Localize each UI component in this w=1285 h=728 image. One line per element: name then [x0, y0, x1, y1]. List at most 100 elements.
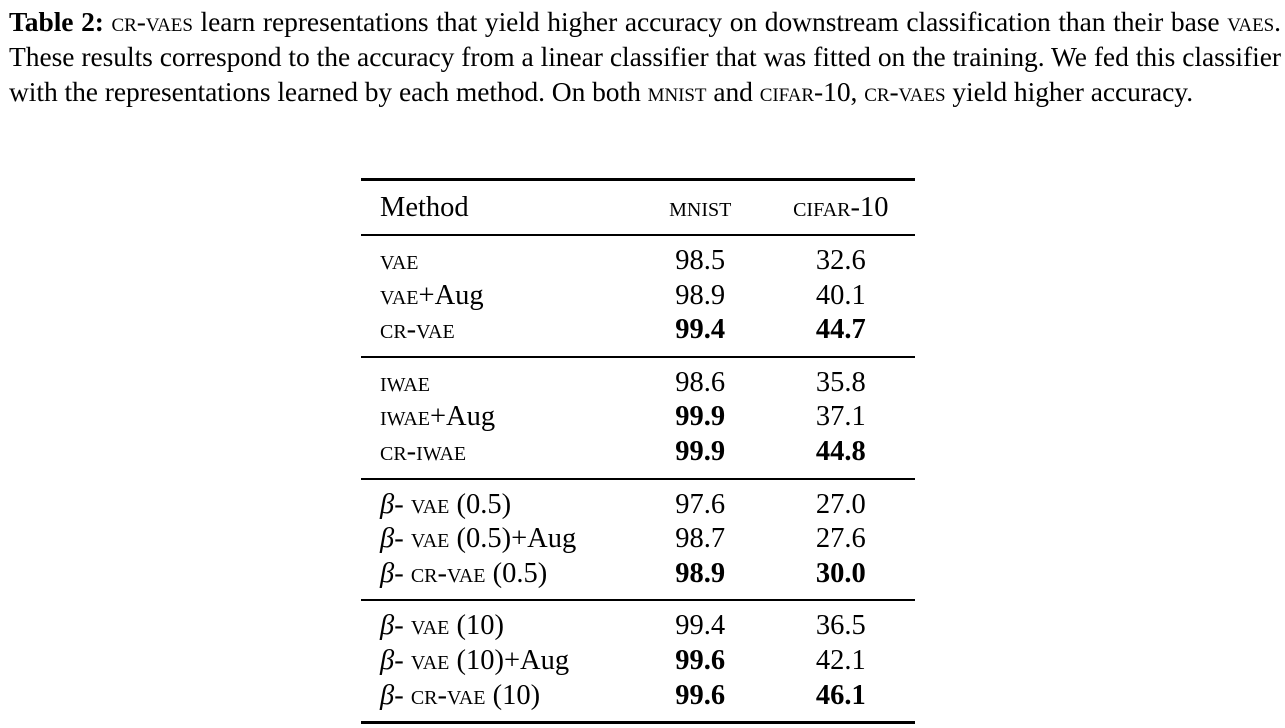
table-row: vae 98.5 32.6: [361, 235, 915, 279]
table-row: β- vae (10) 99.4 36.5: [361, 600, 915, 644]
table-row: β- vae (0.5)+Aug 98.7 27.6: [361, 522, 915, 557]
small-caps-text: cr-vae: [410, 557, 486, 589]
header-mnist: mnist: [634, 180, 767, 236]
mnist-accuracy-cell: 98.7: [675, 523, 726, 555]
beta-symbol: β: [380, 610, 395, 642]
mnist-accuracy-cell: 99.4: [675, 314, 726, 346]
method-cell: vae: [361, 235, 634, 279]
small-caps-text: vae: [410, 488, 450, 520]
text-segment: (10): [485, 679, 541, 711]
cifar10-accuracy-cell: 35.8: [815, 366, 866, 398]
mnist-accuracy-cell: 99.6: [675, 644, 726, 676]
mnist-accuracy-cell: 98.6: [675, 366, 726, 398]
row-group: vae 98.5 32.6 vae+Aug 98.9 40.1 cr-vae 99.4 44.7: [361, 235, 915, 357]
small-caps-text: vaes: [1227, 6, 1275, 37]
method-cell: β- vae (0.5): [361, 479, 634, 523]
mnist-accuracy-cell: 98.9: [675, 557, 726, 589]
small-caps-text: vae: [410, 610, 450, 642]
small-caps-text: cr-vae: [410, 679, 486, 711]
text-segment: +Aug: [418, 279, 484, 311]
mnist-accuracy-cell: 98.5: [675, 245, 726, 276]
cifar10-accuracy-cell: 46.1: [815, 679, 866, 711]
table-row: cr-vae 99.4 44.7: [361, 313, 915, 357]
header-method: Method: [361, 180, 634, 236]
cifar10-accuracy-cell: 42.1: [815, 644, 866, 676]
beta-symbol: β: [380, 679, 395, 711]
table-row: β- vae (0.5) 97.6 27.0: [361, 479, 915, 523]
text-segment: Method: [380, 192, 469, 223]
text-segment: -: [394, 679, 411, 711]
table-row: iwae 98.6 35.8: [361, 357, 915, 401]
small-caps-text: vae: [380, 245, 419, 276]
header-row: Method mnist cifar-10: [361, 180, 915, 236]
beta-symbol: β: [380, 557, 395, 589]
text-segment: (0.5)+Aug: [449, 523, 577, 555]
table-row: iwae+Aug 99.9 37.1: [361, 400, 915, 435]
row-group: β- vae (10) 99.4 36.5 β- vae (10)+Aug 99.6 42…: [361, 600, 915, 723]
table-row: β- cr-vae (10) 99.6 46.1: [361, 679, 915, 723]
text-segment: -: [394, 557, 411, 589]
method-cell: vae+Aug: [361, 279, 634, 314]
text-segment: (0.5): [485, 557, 548, 589]
method-cell: β- vae (10)+Aug: [361, 644, 634, 679]
beta-symbol: β: [380, 488, 395, 520]
text-segment: +Aug: [429, 401, 496, 433]
beta-symbol: β: [380, 523, 395, 555]
caption-label: Table 2:: [9, 6, 104, 37]
method-cell: β- cr-vae (10): [361, 679, 634, 723]
cifar10-accuracy-cell: 27.0: [815, 488, 866, 520]
text-segment: . These results correspond to the accura…: [9, 6, 1281, 107]
caption-text: cr-vaes learn representations that yield…: [9, 6, 1281, 107]
text-segment: [104, 6, 112, 37]
text-segment: -10: [850, 192, 889, 223]
text-segment: (0.5): [449, 488, 512, 520]
mnist-accuracy-cell: 97.6: [675, 488, 726, 520]
method-cell: cr-iwae: [361, 435, 634, 479]
cifar10-accuracy-cell: 37.1: [815, 401, 866, 433]
text-segment: -: [394, 523, 411, 555]
text-segment: -: [394, 610, 411, 642]
table-header: Method mnist cifar-10: [361, 179, 915, 236]
cifar10-accuracy-cell: 32.6: [815, 245, 866, 276]
table-row: β- cr-vae (0.5) 98.9 30.0: [361, 557, 915, 601]
cifar10-accuracy-cell: 40.1: [815, 279, 866, 311]
row-group: iwae 98.6 35.8 iwae+Aug 99.9 37.1 cr-iwae 99.9 4…: [361, 357, 915, 479]
mnist-accuracy-cell: 99.6: [675, 679, 726, 711]
text-segment: yield higher accuracy.: [945, 76, 1194, 107]
text-segment: (10)+Aug: [449, 644, 570, 676]
text-segment: learn representations that yield higher …: [192, 6, 1228, 37]
row-group: β- vae (0.5) 97.6 27.0 β- vae (0.5)+Aug 98.7…: [361, 479, 915, 601]
small-caps-text: cr-vaes: [864, 76, 946, 107]
results-table: Method mnist cifar-10 vae 98.5 32.6 vae+Aug…: [361, 178, 915, 724]
mnist-accuracy-cell: 99.4: [675, 610, 726, 642]
mnist-accuracy-cell: 98.9: [675, 279, 726, 311]
small-caps-text: mnist: [669, 192, 732, 223]
text-segment: -: [394, 488, 411, 520]
method-cell: cr-vae: [361, 313, 634, 357]
small-caps-text: cr-vaes: [111, 6, 193, 37]
cifar10-accuracy-cell: 44.7: [815, 314, 866, 346]
small-caps-text: vae: [380, 279, 419, 311]
table-caption: Table 2: cr-vaes learn representations t…: [9, 4, 1281, 109]
cifar10-accuracy-cell: 36.5: [815, 610, 866, 642]
mnist-accuracy-cell: 99.9: [675, 401, 726, 433]
cifar10-accuracy-cell: 30.0: [815, 557, 866, 589]
text-segment: -: [394, 644, 411, 676]
small-caps-text: cr-vae: [380, 314, 455, 346]
small-caps-text: mnist: [647, 76, 707, 107]
method-cell: iwae+Aug: [361, 400, 634, 435]
beta-symbol: β: [380, 644, 395, 676]
text-segment: -10,: [814, 76, 865, 107]
small-caps-text: cifar: [759, 76, 815, 107]
small-caps-text: iwae: [380, 401, 430, 433]
small-caps-text: vae: [410, 523, 450, 555]
text-segment: (10): [449, 610, 504, 642]
table-row: vae+Aug 98.9 40.1: [361, 279, 915, 314]
cifar10-accuracy-cell: 27.6: [815, 523, 866, 555]
mnist-accuracy-cell: 99.9: [675, 435, 726, 467]
header-cifar: cifar-10: [767, 180, 915, 236]
table-row: cr-iwae 99.9 44.8: [361, 435, 915, 479]
cifar10-accuracy-cell: 44.8: [815, 435, 866, 467]
text-segment: and: [706, 76, 760, 107]
method-cell: β- vae (0.5)+Aug: [361, 522, 634, 557]
